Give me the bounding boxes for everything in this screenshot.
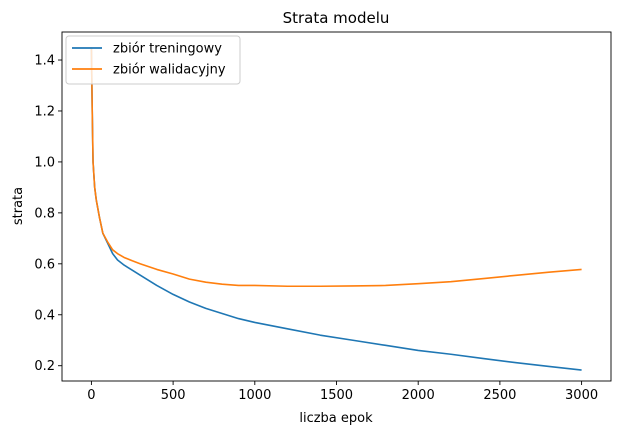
x-tick-label: 3000 xyxy=(565,388,598,403)
y-tick-label: 1.0 xyxy=(34,155,55,170)
series-layer xyxy=(90,47,582,371)
x-tick-label: 2000 xyxy=(402,388,435,403)
y-tick-label: 0.6 xyxy=(34,257,55,272)
x-tick-label: 500 xyxy=(161,388,186,403)
x-tick-label: 1500 xyxy=(320,388,353,403)
y-tick-label: 1.4 xyxy=(34,54,55,69)
y-tick-label: 1.2 xyxy=(34,104,55,119)
y-axis-label: strata xyxy=(11,187,26,225)
series-line-1 xyxy=(90,47,582,371)
y-tick-label: 0.8 xyxy=(34,206,55,221)
series-line-2 xyxy=(90,47,582,288)
chart-title: Strata modelu xyxy=(283,9,390,27)
x-axis-label: liczba epok xyxy=(299,411,373,426)
legend-label-2: zbiór walidacyjny xyxy=(113,63,226,78)
legend: zbiór treningowy zbiór walidacyjny xyxy=(65,35,241,85)
x-tick-label: 1000 xyxy=(238,388,271,403)
legend-label-1: zbiór treningowy xyxy=(113,42,222,57)
x-tick-label: 0 xyxy=(87,388,95,403)
legend-box xyxy=(65,35,241,85)
y-tick-label: 0.2 xyxy=(34,359,55,374)
y-tick-label: 0.4 xyxy=(34,308,55,323)
x-tick-label: 2500 xyxy=(483,388,516,403)
y-axis: 0.2 0.4 0.6 0.8 1.0 1.2 1.4 xyxy=(34,54,62,374)
x-axis: 0 500 1000 1500 2000 2500 3000 xyxy=(87,381,598,403)
